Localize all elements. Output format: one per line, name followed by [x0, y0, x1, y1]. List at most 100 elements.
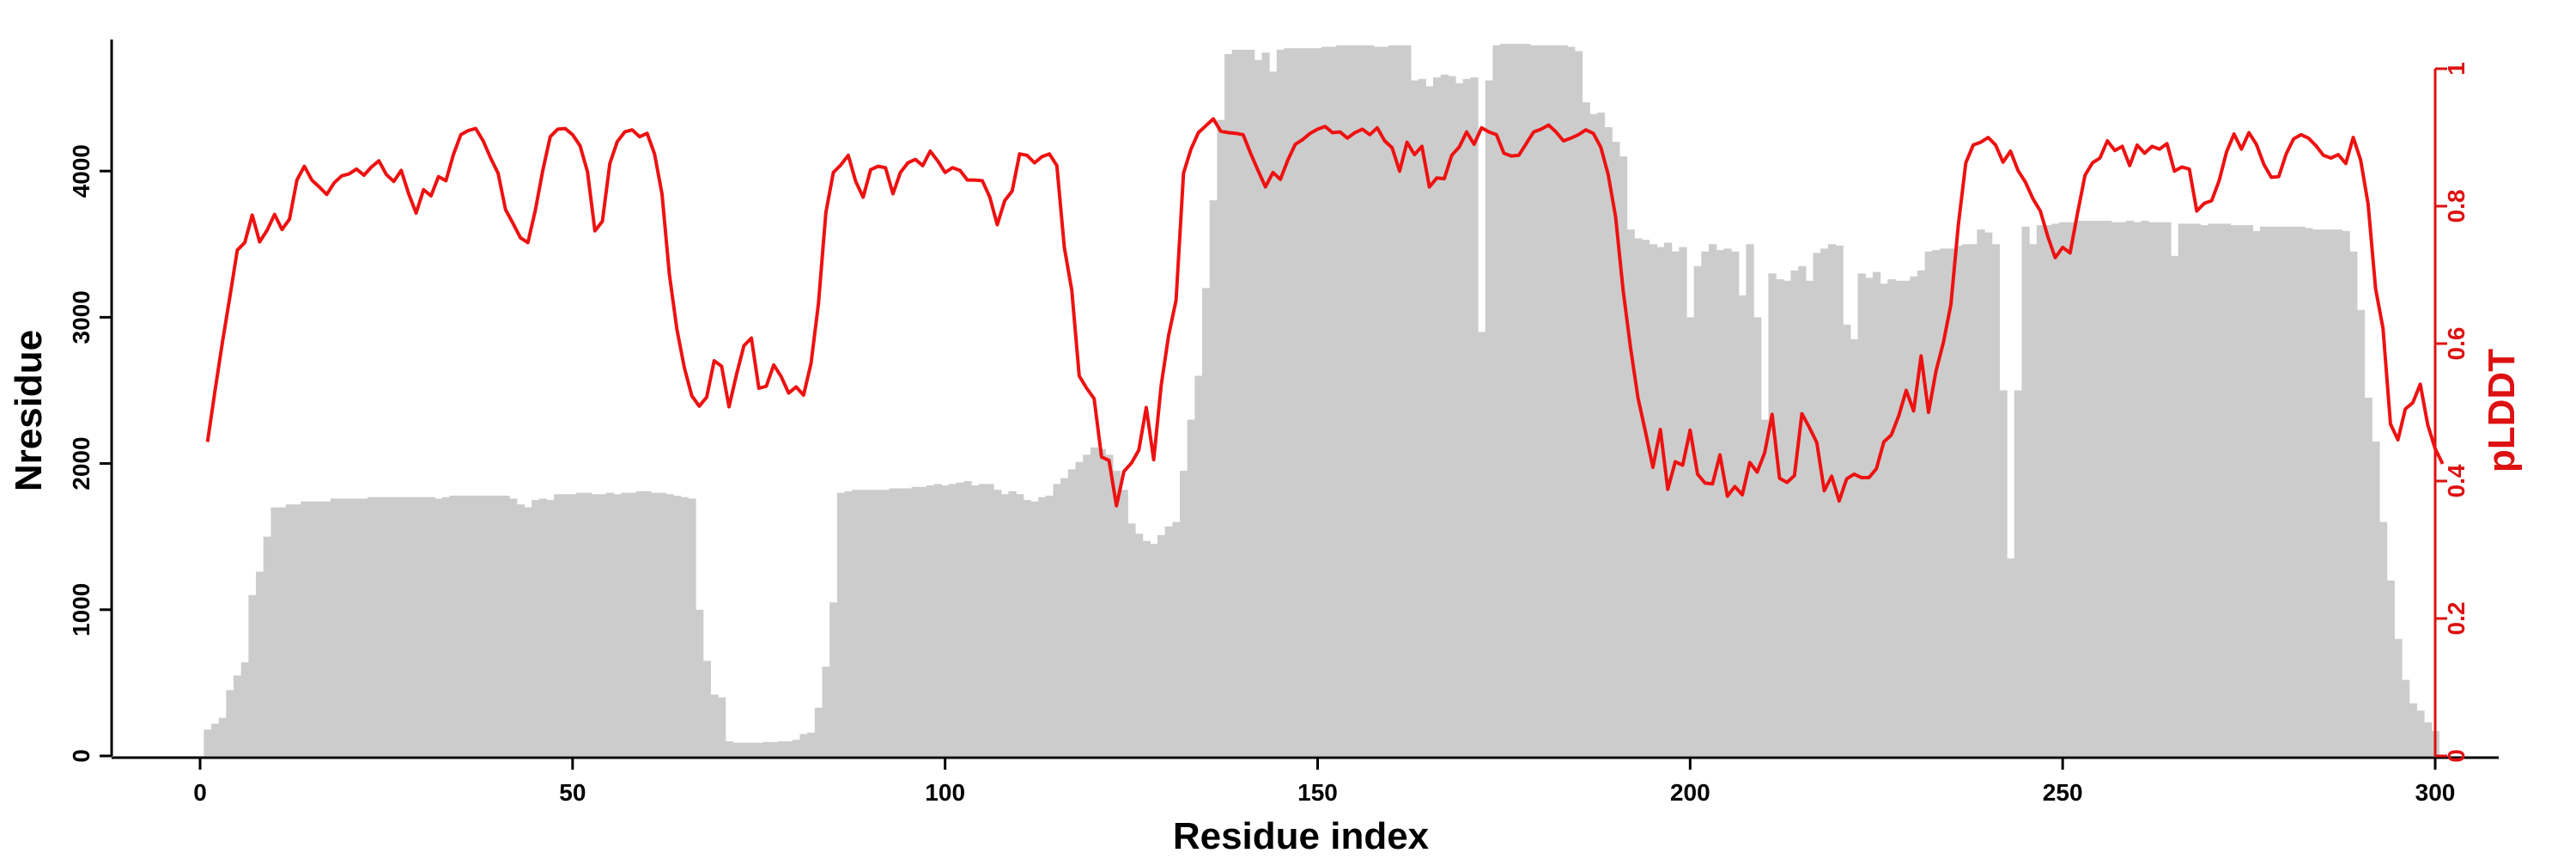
- nresidue-bar: [1753, 317, 1762, 756]
- nresidue-bar: [1112, 471, 1121, 756]
- nresidue-bar: [799, 734, 808, 756]
- nresidue-bar: [1083, 454, 1091, 756]
- nresidue-bar: [2155, 222, 2164, 757]
- nresidue-bar: [2215, 223, 2224, 756]
- nresidue-bar: [2081, 221, 2090, 756]
- y-left-tick-label: 4000: [68, 144, 94, 198]
- nresidue-bar: [635, 490, 644, 756]
- nresidue-bar: [2208, 223, 2216, 756]
- nresidue-bar: [598, 494, 607, 756]
- y-right-tick-label: 0.8: [2443, 190, 2470, 223]
- nresidue-bar: [896, 488, 905, 756]
- nresidue-bar: [1298, 48, 1308, 757]
- nresidue-bar: [2014, 390, 2023, 756]
- nresidue-bar: [688, 498, 696, 756]
- nresidue-bar: [628, 492, 637, 756]
- nresidue-bar: [1336, 45, 1345, 756]
- nresidue-bars: [204, 44, 2439, 757]
- nresidue-bar: [971, 485, 980, 756]
- nresidue-bar: [1887, 279, 1896, 756]
- nresidue-bar: [963, 481, 972, 756]
- nresidue-bar: [1962, 244, 1971, 756]
- nresidue-bar: [1701, 251, 1710, 756]
- nresidue-bar: [2096, 221, 2105, 756]
- nresidue-bar: [1813, 253, 1821, 757]
- nresidue-bar: [613, 494, 622, 756]
- nresidue-bar: [762, 741, 771, 756]
- nresidue-bar: [1910, 276, 1918, 756]
- nresidue-bar: [1954, 245, 1963, 757]
- nresidue-bar: [844, 490, 853, 756]
- nresidue-bar: [1731, 251, 1740, 756]
- nresidue-bar: [374, 497, 384, 756]
- nresidue-bar: [315, 501, 324, 756]
- nresidue-bar: [769, 741, 779, 756]
- nresidue-bar: [1000, 494, 1010, 756]
- nresidue-bar: [605, 492, 615, 756]
- nresidue-bar: [702, 661, 711, 756]
- nresidue-bar: [1626, 229, 1635, 757]
- nresidue-bar: [1373, 46, 1382, 757]
- nresidue-bar: [2021, 226, 2030, 757]
- nresidue-bar: [2222, 223, 2231, 756]
- nresidue-bar: [2305, 228, 2313, 756]
- nresidue-bar: [2394, 638, 2403, 756]
- nresidue-bar: [1545, 45, 1553, 756]
- nresidue-bar: [919, 486, 927, 756]
- nresidue-bar: [1440, 74, 1449, 756]
- nresidue-bar: [1217, 119, 1225, 756]
- nresidue-bar: [449, 496, 458, 756]
- nresidue-bar: [1351, 45, 1359, 756]
- nresidue-bar: [1365, 45, 1375, 756]
- x-tick-label: 50: [559, 779, 586, 806]
- nresidue-bar: [1649, 244, 1657, 756]
- nresidue-bar: [1522, 44, 1531, 757]
- y-right-tick-label: 0: [2443, 749, 2470, 763]
- nresidue-bar: [1418, 78, 1426, 756]
- nresidue-bar: [561, 494, 570, 756]
- nresidue-bar: [658, 492, 666, 756]
- nresidue-bar: [911, 486, 920, 756]
- nresidue-bar: [725, 740, 733, 756]
- nresidue-bar: [2423, 722, 2433, 756]
- nresidue-bar: [568, 494, 577, 756]
- nresidue-bar: [1030, 501, 1039, 756]
- nresidue-bar: [1716, 250, 1724, 756]
- nresidue-bar: [2036, 225, 2045, 756]
- nresidue-bar: [1134, 533, 1144, 756]
- nresidue-bar: [2409, 703, 2417, 756]
- nresidue-bar: [1857, 273, 1866, 756]
- nresidue-bar: [949, 484, 957, 756]
- x-tick-label: 250: [2043, 779, 2083, 806]
- nresidue-bar: [1187, 419, 1195, 756]
- nresidue-bar: [829, 602, 838, 756]
- nresidue-bar: [1969, 244, 1978, 756]
- nresidue-bar: [2356, 309, 2366, 757]
- nresidue-bar: [1507, 44, 1516, 757]
- nresidue-bar: [2185, 223, 2194, 756]
- nresidue-bar: [1574, 51, 1583, 756]
- y-left-tick-label: 2000: [68, 436, 94, 490]
- nresidue-bar: [1790, 270, 1799, 756]
- nresidue-bar: [1894, 280, 1904, 756]
- nresidue-bar: [2066, 222, 2075, 757]
- nresidue-bar: [2029, 244, 2038, 756]
- nresidue-bar: [2282, 226, 2291, 757]
- nresidue-bar: [2260, 226, 2269, 757]
- nresidue-bar: [2051, 223, 2060, 756]
- nresidue-bar: [538, 498, 548, 756]
- nresidue-bar: [1425, 86, 1434, 757]
- nresidue-bar: [1432, 77, 1442, 756]
- nresidue-bar: [1462, 78, 1471, 756]
- nresidue-bar: [747, 742, 756, 756]
- nresidue-bar: [740, 742, 749, 756]
- nresidue-bar: [1776, 279, 1784, 756]
- nresidue-bar: [1478, 332, 1486, 756]
- nresidue-bar: [1760, 419, 1770, 756]
- nresidue-bar: [1604, 127, 1613, 757]
- nresidue-bar: [2267, 226, 2276, 757]
- nresidue-bar: [993, 490, 1002, 756]
- nresidue-bar: [1053, 484, 1061, 756]
- nresidue-bar: [2170, 255, 2179, 756]
- y-left-axis-title: Nresidue: [8, 330, 50, 491]
